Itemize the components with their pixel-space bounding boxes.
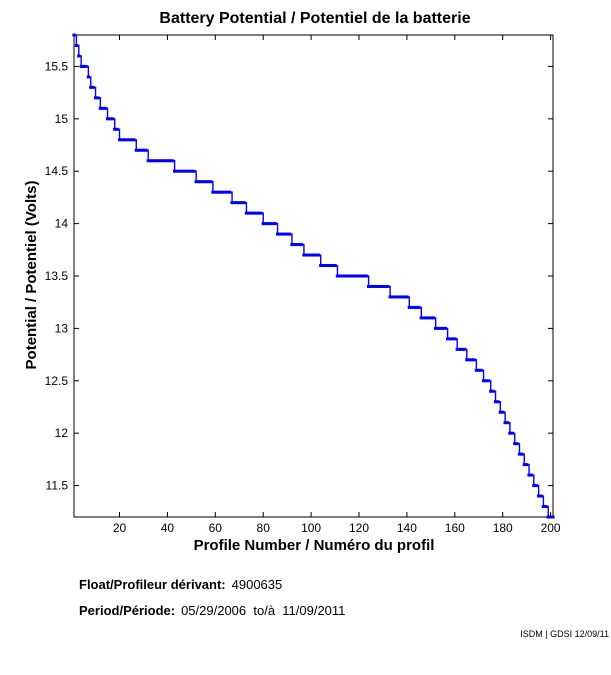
y-tick-label: 12 [55, 426, 69, 440]
y-tick-label: 13.5 [45, 269, 69, 283]
period-info: Period/Période: 05/29/2006 to/à 11/09/201… [79, 603, 345, 618]
period-value: 05/29/2006 to/à 11/09/2011 [181, 603, 346, 618]
y-tick-label: 14.5 [45, 164, 69, 178]
x-tick-label: 80 [257, 521, 271, 535]
x-axis-label: Profile Number / Numéro du profil [194, 537, 435, 554]
plot-border [73, 34, 554, 518]
y-axis-label: Potential / Potentiel (Volts) [23, 181, 40, 370]
x-tick-label: 200 [541, 521, 561, 535]
chart-title: Battery Potential / Potentiel de la batt… [159, 10, 470, 27]
float-label: Float/Profileur dérivant: [79, 577, 226, 592]
y-tick-label: 11.5 [46, 479, 69, 493]
y-tick-label: 13 [55, 321, 69, 335]
data-layer [72, 33, 555, 519]
x-tick-label: 100 [301, 521, 321, 535]
y-tick-label: 14 [55, 217, 69, 231]
y-tick-label: 15.5 [45, 59, 69, 73]
y-axis: 11.5 12 12.5 13 13.5 14 14.5 15 15.5 [45, 59, 553, 493]
float-info: Float/Profileur dérivant: 4900635 [79, 577, 282, 592]
x-tick-label: 160 [445, 521, 465, 535]
x-tick-label: 40 [161, 521, 175, 535]
period-label: Period/Période: [79, 603, 176, 618]
float-value: 4900635 [231, 577, 283, 592]
x-tick-label: 120 [349, 521, 369, 535]
plot-frame [73, 34, 554, 518]
series-line [74, 34, 553, 518]
y-tick-label: 15 [55, 112, 69, 126]
x-tick-label: 20 [113, 521, 127, 535]
x-tick-label: 60 [209, 521, 223, 535]
y-tick-label: 12.5 [45, 374, 69, 388]
credit-text: ISDM | GDSI 12/09/11 [520, 629, 609, 639]
x-tick-label: 180 [493, 521, 513, 535]
x-tick-label: 140 [397, 521, 417, 535]
x-axis: 20 40 60 80 100 120 140 160 180 200 [113, 35, 561, 535]
